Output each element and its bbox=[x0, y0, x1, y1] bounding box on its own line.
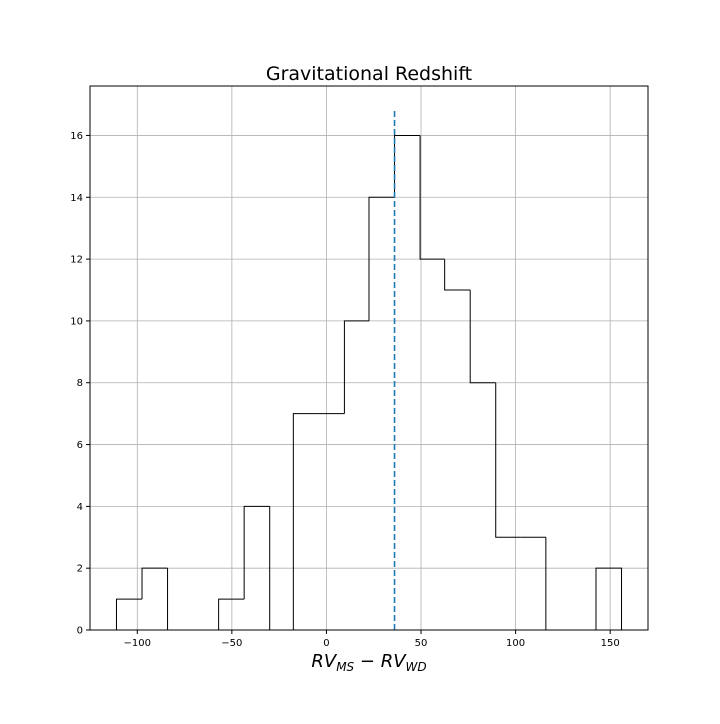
y-tick-label: 10 bbox=[70, 316, 83, 327]
y-tick-label: 4 bbox=[77, 502, 83, 513]
chart-title: Gravitational Redshift bbox=[266, 63, 472, 85]
histogram-bin bbox=[343, 320, 369, 414]
x-axis-label: RVMS − RVWD bbox=[311, 651, 426, 674]
x-tick-label: 150 bbox=[601, 638, 620, 649]
x-axis-label-sub1: MS bbox=[336, 660, 354, 674]
x-tick-label: 50 bbox=[415, 638, 428, 649]
y-tick-label: 12 bbox=[70, 255, 83, 266]
histogram-bin bbox=[469, 290, 496, 384]
x-tick-label: −100 bbox=[124, 638, 151, 649]
histogram-bin bbox=[419, 135, 445, 260]
y-tick-label: 16 bbox=[70, 131, 83, 142]
x-axis-label-sub2: WD bbox=[406, 660, 427, 674]
histogram-bin bbox=[141, 567, 168, 600]
histogram-bin bbox=[115, 598, 143, 630]
y-tick-label: 8 bbox=[77, 378, 83, 389]
y-tick-label: 6 bbox=[77, 440, 83, 451]
x-axis-label-rv1: RV bbox=[311, 651, 338, 672]
x-tick-label: −50 bbox=[221, 638, 242, 649]
x-tick-label: 100 bbox=[506, 638, 525, 649]
histogram-bin bbox=[243, 505, 270, 600]
histogram-bin bbox=[444, 259, 471, 291]
y-tick-label: 0 bbox=[77, 626, 83, 637]
y-tick-label: 2 bbox=[77, 564, 83, 575]
x-tick-label: 0 bbox=[323, 638, 329, 649]
x-axis-label-minus: − bbox=[354, 651, 381, 672]
histogram-bin bbox=[595, 567, 623, 630]
histogram-bin bbox=[292, 413, 319, 630]
x-axis-label-rv2: RV bbox=[381, 651, 408, 672]
histogram-bin bbox=[218, 598, 245, 630]
y-tick-label: 14 bbox=[70, 193, 83, 204]
axes-frame bbox=[89, 85, 649, 631]
histogram-bin bbox=[368, 196, 395, 321]
histogram-bin bbox=[495, 382, 521, 538]
